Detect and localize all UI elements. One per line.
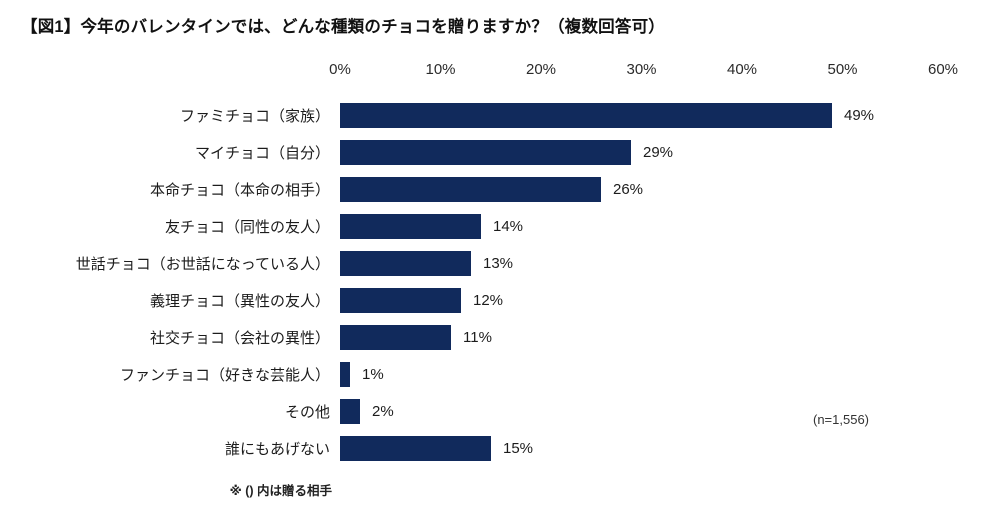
value-label: 29% — [643, 144, 674, 161]
chart-row: その他 2% — [0, 393, 1000, 430]
bar-track: 12% — [340, 282, 503, 319]
value-label: 15% — [503, 440, 534, 457]
bar-track: 26% — [340, 171, 643, 208]
x-axis: 0% 10% 20% 30% 40% 50% 60% — [329, 61, 958, 83]
category-label: 義理チョコ（異性の友人） — [149, 293, 330, 310]
category-label: 本命チョコ（本命の相手） — [149, 182, 330, 199]
value-label: 14% — [493, 218, 524, 235]
category-label: ファンチョコ（好きな芸能人） — [119, 367, 330, 384]
x-axis-tick-label: 60% — [927, 61, 959, 78]
value-label: 12% — [473, 292, 504, 309]
category-label: 誰にもあげない — [224, 441, 330, 458]
x-axis-tick-label: 0% — [329, 61, 351, 78]
category-label: マイチョコ（自分） — [194, 145, 330, 162]
chart-title: 【図1】今年のバレンタインでは、どんな種類のチョコを贈りますか？（複数回答可） — [21, 18, 665, 36]
value-label: 2% — [372, 403, 394, 420]
bar-track: 11% — [340, 319, 492, 356]
bar — [340, 288, 461, 313]
bar — [340, 140, 631, 165]
bar — [340, 103, 832, 128]
bar-track: 15% — [340, 430, 533, 467]
chart-row: ファミチョコ（家族） 49% — [0, 97, 1000, 134]
chart-row: 本命チョコ（本命の相手） 26% — [0, 171, 1000, 208]
bar — [340, 251, 471, 276]
chart-row: 誰にもあげない 15% — [0, 430, 1000, 467]
x-axis-tick-label: 10% — [425, 61, 456, 78]
chart-row: 友チョコ（同性の友人） 14% — [0, 208, 1000, 245]
chart-row: マイチョコ（自分） 29% — [0, 134, 1000, 171]
bar-track: 13% — [340, 245, 513, 282]
sample-size-label: (n=1,556) — [813, 412, 870, 427]
x-axis-tick-label: 50% — [827, 61, 858, 78]
value-label: 13% — [483, 255, 514, 272]
chart-row: ファンチョコ（好きな芸能人） 1% — [0, 356, 1000, 393]
value-label: 26% — [613, 181, 644, 198]
value-label: 11% — [463, 329, 492, 346]
chart-row: 社交チョコ（会社の異性） 11% — [0, 319, 1000, 356]
bar — [340, 325, 451, 350]
chart-row: 世話チョコ（お世話になっている人） 13% — [0, 245, 1000, 282]
bar-track: 2% — [340, 393, 394, 430]
x-axis-tick-label: 40% — [726, 61, 758, 78]
bar — [340, 214, 481, 239]
category-label: ファミチョコ（家族） — [179, 108, 330, 125]
x-axis-tick-label: 20% — [525, 61, 557, 78]
value-label: 49% — [844, 107, 875, 124]
category-label: 世話チョコ（お世話になっている人） — [75, 256, 330, 273]
category-label: 社交チョコ（会社の異性） — [149, 330, 330, 347]
bar-track: 29% — [340, 134, 673, 171]
chart-rows: ファミチョコ（家族） 49% マイチョコ（自分） 29% 本命チョコ（本命の相手） 26%… — [0, 97, 1000, 467]
footnote: ※ () 内は贈る相手 — [229, 484, 332, 498]
bar — [340, 436, 491, 461]
chart-row: 義理チョコ（異性の友人） 12% — [0, 282, 1000, 319]
category-label: その他 — [284, 404, 330, 421]
bar-track: 14% — [340, 208, 523, 245]
x-axis-tick-label: 30% — [626, 61, 657, 78]
category-label: 友チョコ（同性の友人） — [164, 219, 330, 236]
value-label: 1% — [362, 366, 384, 383]
bar — [340, 177, 601, 202]
bar — [340, 399, 360, 424]
bar-track: 1% — [340, 356, 384, 393]
bar-track: 49% — [340, 97, 874, 134]
bar — [340, 362, 350, 387]
